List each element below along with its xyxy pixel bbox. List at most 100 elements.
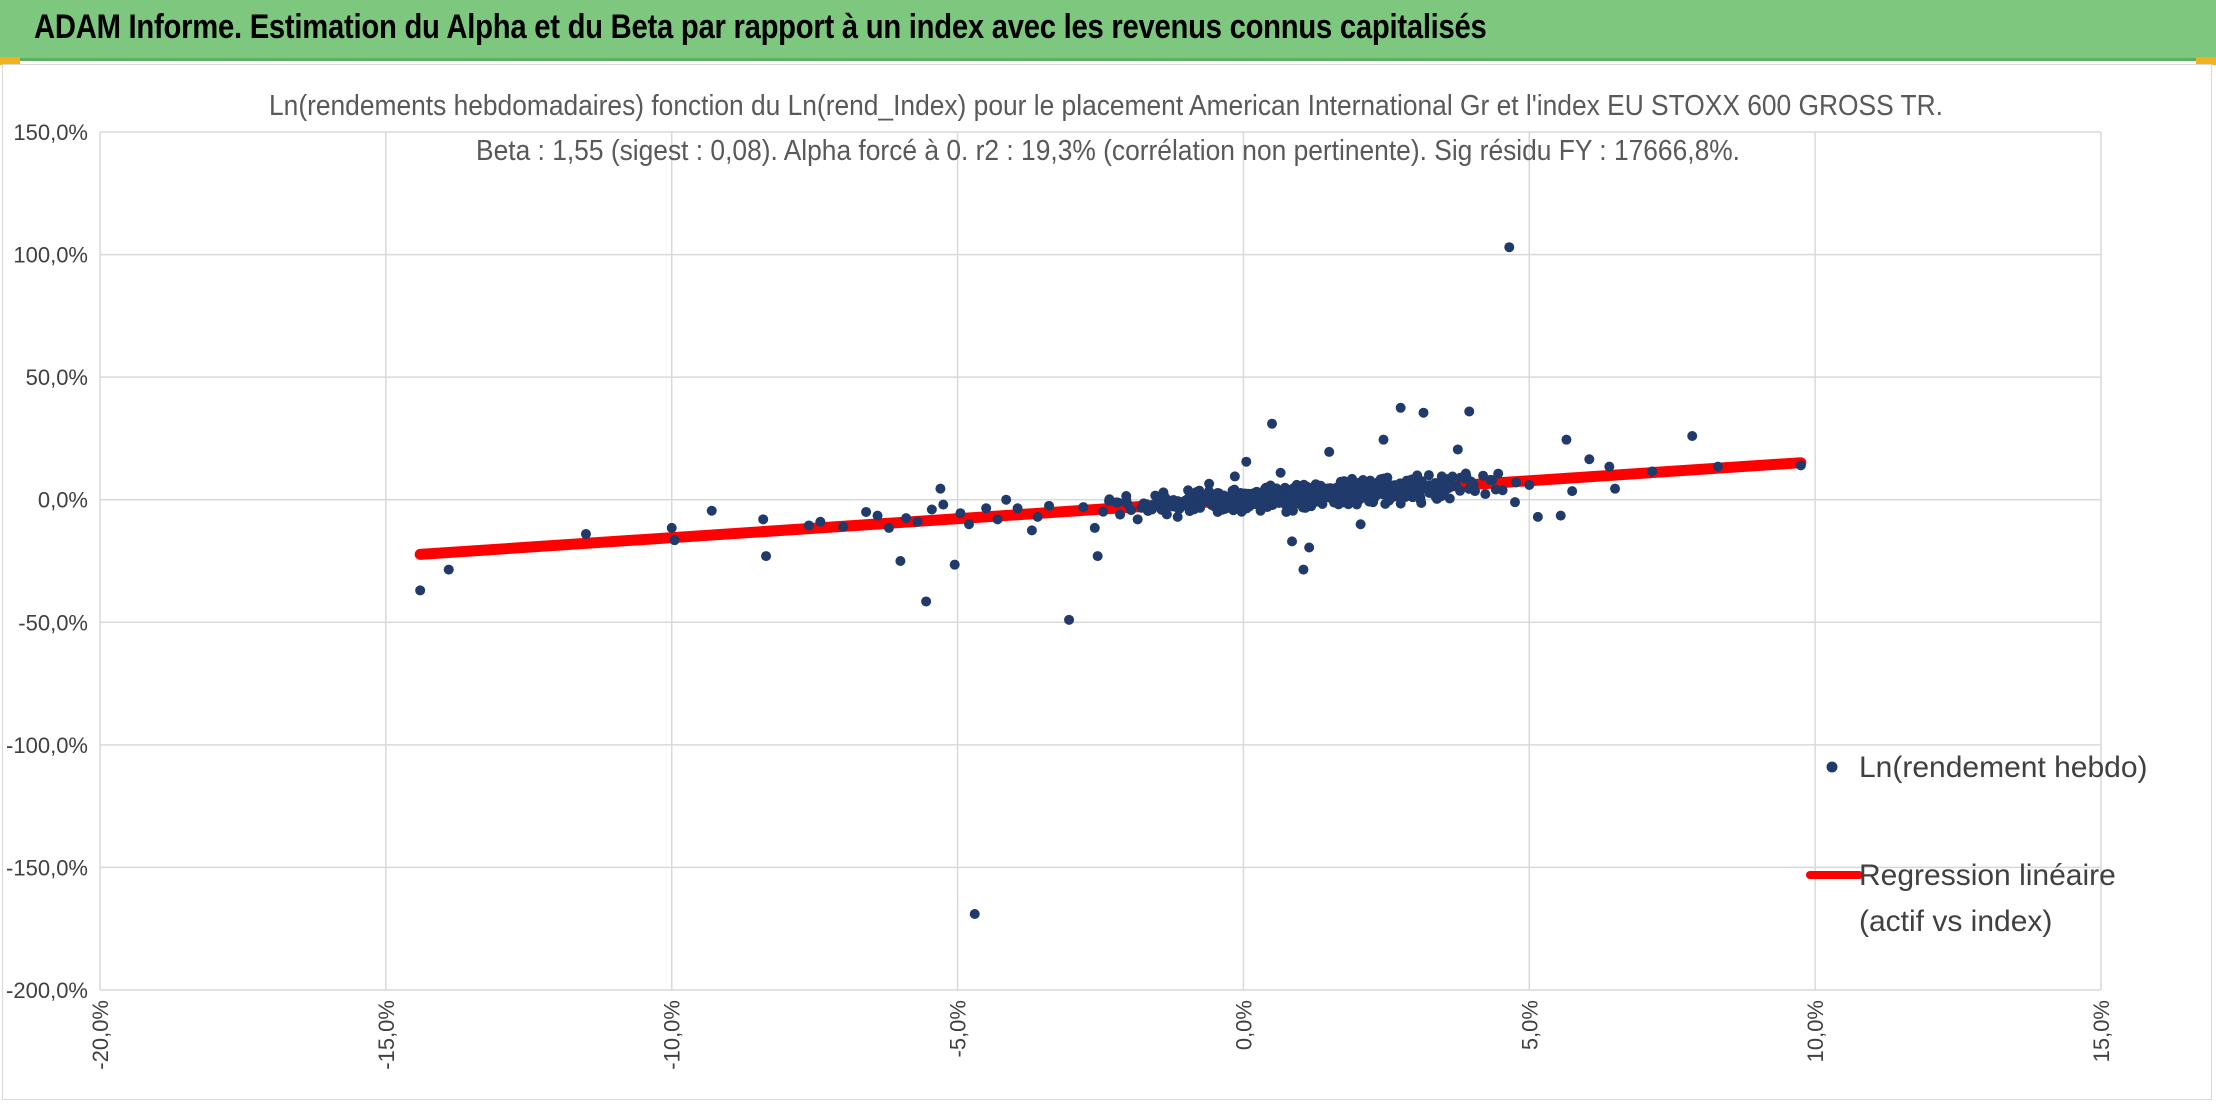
x-tick-label: 5,0% <box>1517 1000 1542 1050</box>
data-point <box>1447 471 1458 482</box>
data-point <box>1415 495 1426 506</box>
data-point <box>758 514 769 525</box>
data-point <box>1795 460 1806 471</box>
data-point <box>1104 494 1115 505</box>
data-point <box>1241 456 1252 467</box>
data-point <box>1265 480 1276 491</box>
legend-marker-points <box>1826 761 1838 773</box>
data-point <box>1343 489 1354 500</box>
data-point <box>1206 496 1217 507</box>
y-tick-label: -150,0% <box>6 855 88 880</box>
data-point <box>443 564 454 575</box>
data-point <box>1078 502 1089 513</box>
data-point <box>1323 489 1334 500</box>
data-point <box>1524 480 1535 491</box>
report-title: ADAM Informe. Estimation du Alpha et du … <box>34 8 1487 46</box>
x-tick-label: -5,0% <box>946 1000 971 1057</box>
data-point <box>1452 444 1463 455</box>
y-tick-label: 50,0% <box>26 365 88 390</box>
y-tick-label: 0,0% <box>38 488 88 513</box>
data-point <box>1298 502 1309 513</box>
data-point <box>1441 478 1452 489</box>
data-point <box>1132 514 1143 525</box>
data-point <box>861 506 872 517</box>
data-point <box>926 504 937 515</box>
data-point <box>1485 474 1496 485</box>
data-point <box>1012 503 1023 514</box>
data-point <box>1480 489 1491 500</box>
data-point <box>1044 500 1055 511</box>
data-point <box>1287 536 1298 547</box>
data-point <box>1423 470 1434 481</box>
data-point <box>1228 496 1239 507</box>
data-point <box>1423 485 1434 496</box>
data-point <box>1092 551 1103 562</box>
chart-subtitle: Beta : 1,55 (sigest : 0,08). Alpha forcé… <box>476 135 1740 167</box>
data-point <box>1275 467 1286 478</box>
data-point <box>1355 519 1366 530</box>
data-point <box>1407 492 1418 503</box>
data-point <box>1509 497 1520 508</box>
regression-line <box>414 457 1807 560</box>
data-point <box>872 510 883 521</box>
data-point <box>1215 497 1226 508</box>
data-point <box>1378 434 1389 445</box>
x-tick-label: -20,0% <box>88 1000 113 1070</box>
data-point <box>1115 509 1126 520</box>
data-point <box>1089 522 1100 533</box>
data-point <box>1395 402 1406 413</box>
data-point <box>1647 466 1658 477</box>
data-point <box>1275 494 1286 505</box>
data-point <box>969 909 980 920</box>
corner-marker-right <box>2196 57 2216 65</box>
y-tick-label: -200,0% <box>6 978 88 1003</box>
corner-marker-left <box>0 57 20 65</box>
data-point <box>1413 485 1424 496</box>
data-point <box>1712 461 1723 472</box>
data-point <box>1395 498 1406 509</box>
data-point <box>1203 486 1214 497</box>
y-axis-ticks: 150,0% 100,0% 50,0% 0,0% -50,0% -100,0% -150,0… <box>6 120 88 1003</box>
data-point <box>1342 480 1353 491</box>
data-point <box>935 483 946 494</box>
data-point <box>1532 511 1543 522</box>
data-point <box>901 513 912 524</box>
data-point <box>1358 492 1369 503</box>
data-point <box>1395 478 1406 489</box>
x-axis-ticks: -20,0% -15,0% -10,0% -5,0% 0,0% 5,0% 10,0% 15,0… <box>88 1000 2114 1070</box>
y-tick-label: 150,0% <box>13 120 88 145</box>
x-tick-label: -15,0% <box>374 1000 399 1070</box>
data-point <box>1464 406 1475 417</box>
data-point <box>1687 430 1698 441</box>
data-point <box>938 499 949 510</box>
data-point <box>1229 471 1240 482</box>
data-point <box>1555 510 1566 521</box>
legend: Ln(rendement hebdo) Regression linéaire … <box>1806 751 2148 938</box>
data-point <box>1189 503 1200 514</box>
points-series <box>415 242 1806 920</box>
data-point <box>1584 454 1595 465</box>
data-point <box>1235 487 1246 498</box>
data-point <box>415 585 426 596</box>
data-point <box>1172 511 1183 522</box>
data-point <box>1001 494 1012 505</box>
data-point <box>706 505 717 516</box>
x-tick-label: 0,0% <box>1231 1000 1256 1050</box>
data-point <box>761 551 772 562</box>
data-point <box>1460 473 1471 484</box>
chart-title: Ln(rendements hebdomadaires) fonction du… <box>269 90 1943 122</box>
data-point <box>1490 484 1501 495</box>
data-point <box>1098 506 1109 517</box>
data-point <box>1183 493 1194 504</box>
data-point <box>1511 477 1522 488</box>
y-tick-label: -50,0% <box>18 610 88 635</box>
legend-label-regression-2: (actif vs index) <box>1859 905 2052 938</box>
data-point <box>1064 614 1075 625</box>
data-point <box>964 519 975 530</box>
data-point <box>1436 491 1447 502</box>
data-point <box>580 529 591 540</box>
data-point <box>921 596 932 607</box>
data-point <box>1293 486 1304 497</box>
data-point <box>1139 502 1150 513</box>
data-point <box>1365 483 1376 494</box>
